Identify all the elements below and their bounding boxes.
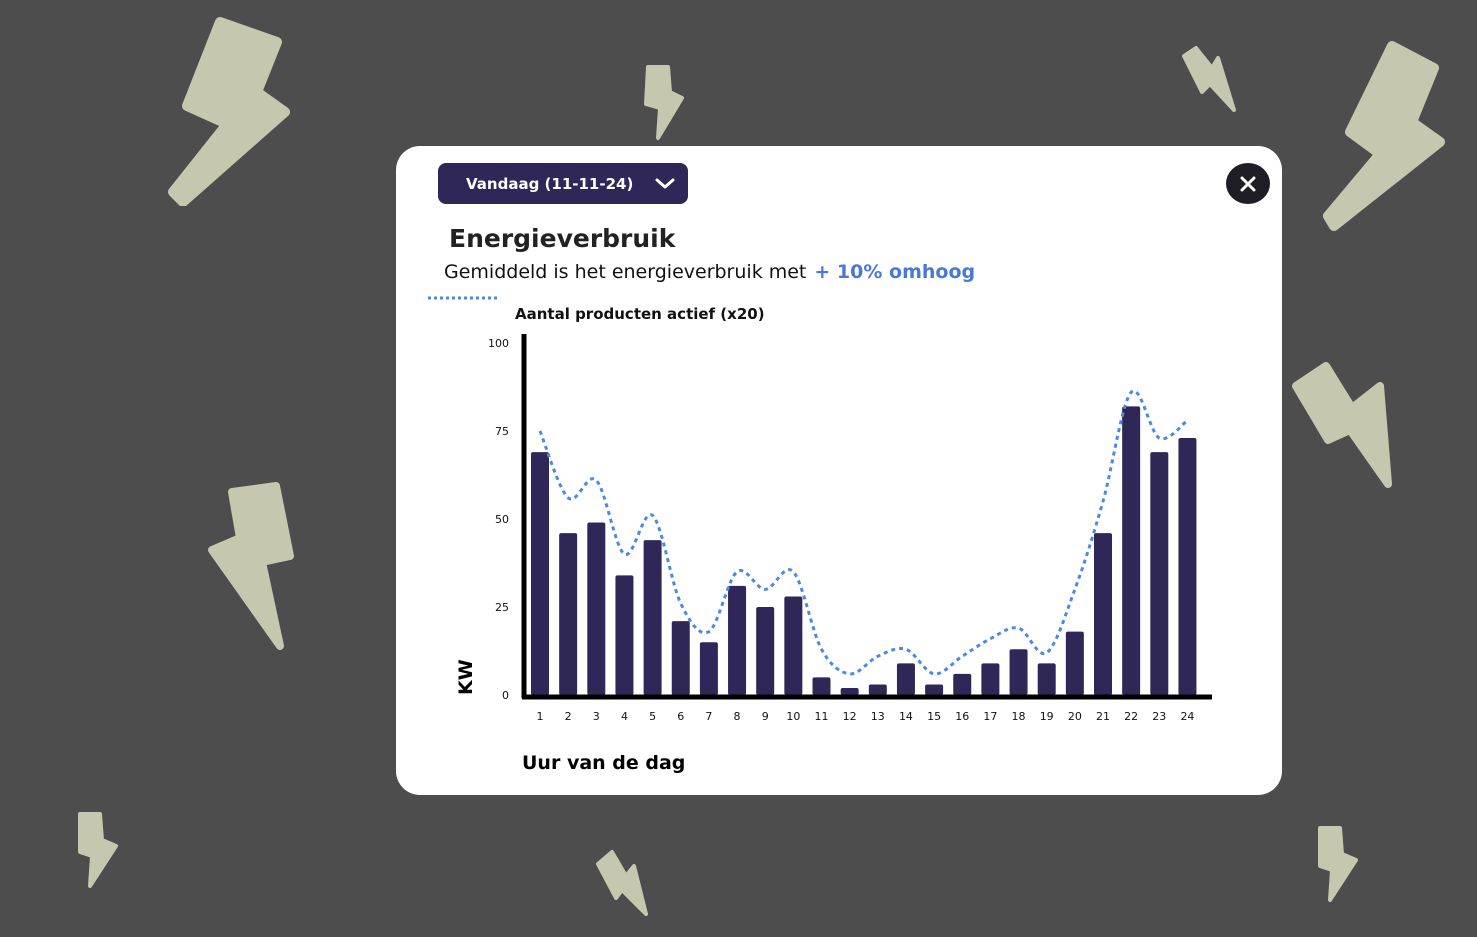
bar-hour-19 — [1037, 663, 1056, 695]
energy-bar-chart: Aantal producten actief (x20) 1007550250… — [428, 296, 1212, 774]
x-tick-label: 13 — [871, 710, 885, 723]
bar-hour-8 — [728, 585, 747, 695]
bar-hour-18 — [1009, 649, 1028, 695]
bar-hour-20 — [1065, 631, 1084, 695]
y-tick-label: 25 — [495, 601, 509, 614]
x-tick-label: 5 — [649, 710, 656, 723]
bar-hour-24 — [1178, 438, 1197, 695]
lightning-bolt-icon — [168, 17, 290, 206]
bar-hour-22 — [1122, 406, 1141, 695]
bar-hour-17 — [981, 663, 1000, 695]
x-tick-label: 14 — [899, 710, 913, 723]
lightning-bolt-icon — [644, 65, 684, 140]
y-tick-label: 50 — [495, 513, 509, 526]
bar-hour-11 — [812, 677, 831, 695]
bar-hour-6 — [671, 621, 690, 695]
energy-modal: Vandaag (11-11-24) Energieverbruik Gemid… — [396, 146, 1282, 795]
lightning-bolt-icon — [1292, 362, 1392, 488]
lightning-bolt-icon — [1323, 41, 1445, 231]
x-tick-label: 7 — [705, 710, 712, 723]
bar-hour-15 — [925, 684, 944, 695]
bar-hour-21 — [1094, 533, 1112, 695]
subtitle: Gemiddeld is het energieverbruik met + 10… — [444, 261, 975, 283]
date-dropdown-value: Vandaag (11-11-24) — [466, 174, 634, 193]
bar-hour-7 — [699, 642, 718, 695]
page-title: Energieverbruik — [449, 224, 676, 253]
x-tick-label: 21 — [1096, 710, 1110, 723]
lightning-bolt-icon — [208, 482, 294, 650]
x-tick-label: 19 — [1040, 710, 1054, 723]
subtitle-text: Gemiddeld is het energieverbruik met — [444, 261, 807, 283]
x-tick-label: 11 — [815, 710, 829, 723]
x-tick-label: 20 — [1068, 710, 1082, 723]
bar-hour-3 — [587, 522, 606, 695]
bar-hour-1 — [531, 452, 549, 695]
bar-hour-13 — [868, 684, 887, 695]
bar-hour-14 — [896, 663, 915, 695]
x-tick-label: 23 — [1152, 710, 1166, 723]
close-button[interactable] — [1226, 163, 1270, 204]
y-tick-label: 100 — [488, 337, 509, 350]
x-tick-label: 18 — [1012, 710, 1026, 723]
bar-hour-5 — [643, 540, 662, 695]
x-axis-label: Uur van de dag — [522, 752, 685, 774]
x-tick-label: 4 — [621, 710, 628, 723]
lightning-bolt-icon — [1318, 826, 1358, 902]
x-tick-label: 2 — [565, 710, 572, 723]
bar-hour-12 — [840, 687, 859, 695]
product-count-line — [538, 389, 1189, 676]
x-tick-label: 12 — [843, 710, 857, 723]
x-tick-label: 24 — [1180, 710, 1194, 723]
legend-label: Aantal producten actief (x20) — [515, 305, 765, 323]
bar-hour-23 — [1150, 452, 1169, 695]
y-axis-label: KW — [455, 659, 477, 695]
bar-hour-9 — [756, 607, 775, 695]
lightning-bolt-icon — [78, 812, 118, 888]
x-tick-label: 6 — [677, 710, 684, 723]
chevron-down-icon — [655, 178, 675, 189]
bar-hour-16 — [953, 673, 972, 695]
date-dropdown[interactable]: Vandaag (11-11-24) — [438, 163, 688, 204]
change-highlight: + 10% omhoog — [814, 261, 976, 283]
x-tick-label: 8 — [734, 710, 741, 723]
x-tick-label: 17 — [983, 710, 997, 723]
lightning-bolt-icon — [1182, 46, 1236, 112]
x-tick-label: 1 — [537, 710, 544, 723]
bar-hour-4 — [615, 575, 634, 695]
x-tick-label: 3 — [593, 710, 600, 723]
close-icon — [1240, 176, 1256, 191]
y-tick-label: 0 — [502, 689, 509, 702]
y-tick-label: 75 — [495, 425, 509, 438]
x-tick-label: 16 — [955, 710, 969, 723]
x-tick-label: 10 — [786, 710, 800, 723]
x-tick-label: 22 — [1124, 710, 1138, 723]
bar-hour-10 — [784, 596, 803, 695]
lightning-bolt-icon — [596, 850, 648, 916]
x-tick-label: 15 — [927, 710, 941, 723]
bar-hour-2 — [559, 533, 578, 695]
x-tick-label: 9 — [762, 710, 769, 723]
